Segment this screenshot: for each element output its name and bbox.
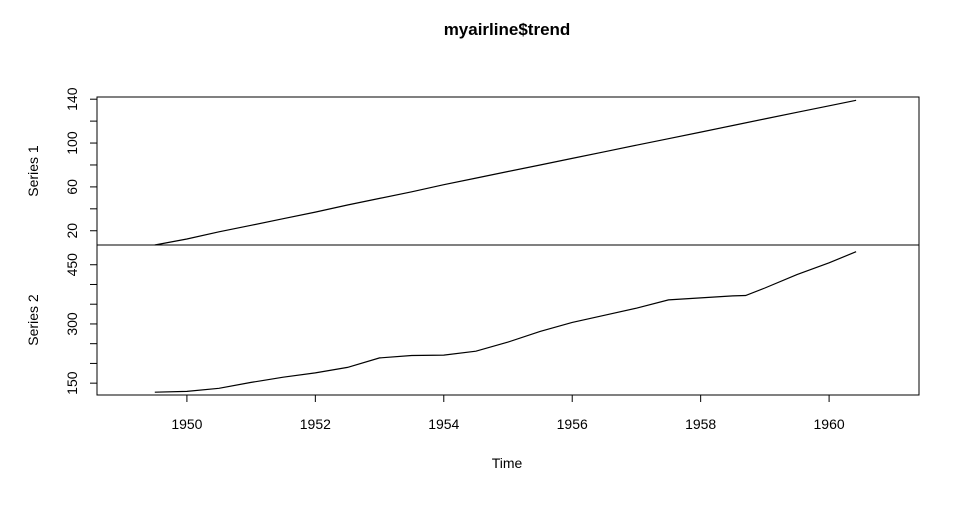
series-line	[154, 251, 857, 393]
x-tick-label: 1952	[300, 416, 331, 432]
y-tick-label: 150	[64, 371, 80, 395]
y-tick-label: 300	[64, 312, 80, 336]
panel-frame	[96, 244, 920, 396]
x-tick-label: 1960	[814, 416, 845, 432]
series-line	[154, 99, 857, 246]
y-tick-label: 140	[64, 87, 80, 111]
x-tick-label: 1954	[428, 416, 459, 432]
x-tick-label: 1950	[171, 416, 202, 432]
panels: 20 60 100 140 Series 1 150 300 450 Series 2	[25, 87, 920, 396]
x-axis-label: Time	[492, 455, 523, 471]
panel-2: 150 300 450 Series 2	[25, 244, 920, 396]
y-tick-label: 450	[64, 253, 80, 277]
x-tick-label: 1958	[685, 416, 716, 432]
y-tick-label: 60	[64, 179, 80, 195]
series-label: Series 1	[25, 145, 41, 197]
chart-title: myairline$trend	[444, 20, 571, 39]
y-tick-label: 100	[64, 131, 80, 155]
x-axis: 1950 1952 1954 1956 1958 1960	[171, 394, 845, 432]
y-tick-label: 20	[64, 223, 80, 239]
x-tick-label: 1956	[557, 416, 588, 432]
panel-1: 20 60 100 140 Series 1	[25, 87, 920, 246]
series-label: Series 2	[25, 294, 41, 346]
